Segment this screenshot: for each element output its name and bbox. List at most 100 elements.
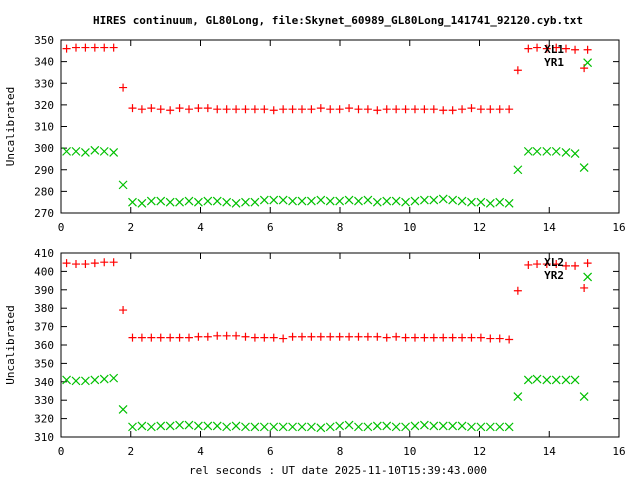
data-point-xl1 — [345, 104, 354, 113]
data-point-xl2 — [542, 260, 551, 269]
data-point-yr1 — [316, 195, 326, 205]
data-point-xl2 — [100, 258, 109, 267]
data-point-xl2 — [429, 333, 438, 342]
data-point-xl1 — [401, 105, 410, 114]
data-point-yr2 — [297, 422, 307, 432]
data-point-yr2 — [476, 422, 486, 432]
data-point-yr2 — [429, 421, 439, 431]
data-point-yr2 — [184, 420, 194, 430]
data-point-xl2 — [250, 333, 259, 342]
data-point-yr1 — [118, 180, 128, 190]
y-tick-label: 370 — [34, 321, 54, 334]
data-point-yr1 — [504, 198, 514, 208]
data-point-xl2 — [147, 333, 156, 342]
y-axis-label: Uncalibrated — [4, 87, 17, 166]
data-point-yr2 — [438, 421, 448, 431]
data-point-xl1 — [513, 66, 522, 75]
y-tick-label: 310 — [34, 121, 54, 134]
data-point-yr2 — [316, 423, 326, 433]
y-tick-label: 310 — [34, 431, 54, 444]
data-point-xl1 — [260, 105, 269, 114]
x-tick-label: 14 — [543, 445, 557, 458]
data-point-xl1 — [505, 105, 514, 114]
data-point-yr1 — [146, 196, 156, 206]
data-point-xl2 — [307, 332, 316, 341]
x-tick-label: 16 — [612, 445, 625, 458]
data-point-yr2 — [561, 375, 571, 385]
data-point-xl1 — [81, 43, 90, 52]
data-point-yr1 — [80, 148, 90, 157]
data-point-xl1 — [119, 83, 128, 92]
data-point-xl2 — [580, 283, 589, 292]
data-point-yr1 — [542, 146, 552, 156]
data-point-xl1 — [109, 43, 118, 52]
data-point-xl1 — [71, 43, 80, 52]
data-point-xl1 — [580, 64, 589, 73]
data-point-yr2 — [118, 404, 128, 414]
data-point-yr1 — [372, 197, 382, 207]
data-point-yr2 — [306, 422, 316, 432]
data-point-yr1 — [278, 195, 288, 205]
plot-frame — [60, 252, 620, 438]
data-point-xl1 — [354, 105, 363, 114]
data-point-xl2 — [156, 333, 165, 342]
data-point-yr1 — [222, 197, 232, 207]
data-point-xl2 — [71, 260, 80, 269]
data-point-yr2 — [419, 420, 429, 430]
data-point-xl2 — [505, 335, 514, 344]
y-tick-label: 410 — [34, 247, 54, 260]
data-point-xl2 — [128, 333, 137, 342]
data-point-xl2 — [458, 333, 467, 342]
data-point-xl1 — [137, 105, 146, 114]
y-tick-label: 350 — [34, 357, 54, 370]
data-point-yr1 — [109, 148, 119, 157]
data-point-yr2 — [363, 422, 373, 432]
data-point-yr1 — [90, 145, 100, 155]
data-point-xl2 — [583, 259, 592, 268]
data-point-yr1 — [297, 196, 307, 206]
data-point-yr2 — [222, 422, 232, 432]
data-point-yr2 — [193, 421, 203, 431]
data-point-xl1 — [533, 43, 542, 52]
data-point-yr1 — [71, 146, 81, 156]
data-point-yr2 — [542, 375, 552, 385]
data-point-yr1 — [561, 148, 571, 157]
data-point-yr1 — [401, 197, 410, 207]
data-point-yr2 — [80, 376, 90, 386]
data-point-xl2 — [166, 333, 175, 342]
data-point-xl2 — [184, 333, 193, 342]
data-point-yr2 — [241, 422, 250, 432]
x-tick-label: 16 — [612, 221, 625, 234]
data-point-xl1 — [194, 104, 203, 113]
data-point-yr2 — [99, 374, 109, 384]
data-point-yr1 — [306, 196, 316, 206]
data-point-yr1 — [513, 165, 523, 175]
y-tick-label: 400 — [34, 265, 54, 278]
data-point-yr2 — [250, 422, 260, 432]
data-point-xl2 — [439, 333, 448, 342]
plot-panel-bottom: 310 320 330 340 350 360 370 380 390 400 410 0 2 4 6 8 10… — [4, 247, 626, 458]
data-point-xl2 — [513, 286, 522, 295]
legend-entry-xl2: XL2 — [544, 256, 564, 269]
data-point-yr2 — [382, 421, 392, 431]
data-point-yr2 — [203, 421, 213, 431]
y-tick-label: 380 — [34, 302, 54, 315]
chart-title: HIRES continuum, GL80Long, file:Skynet_6… — [93, 14, 583, 27]
data-point-xl1 — [156, 105, 165, 114]
data-point-xl1 — [316, 104, 325, 113]
data-point-yr1 — [354, 196, 363, 206]
data-point-xl1 — [382, 105, 391, 114]
data-point-yr2 — [551, 375, 561, 385]
x-tick-label: 12 — [473, 445, 486, 458]
data-point-xl2 — [119, 306, 128, 315]
data-point-yr2 — [90, 375, 100, 385]
data-point-xl2 — [486, 334, 495, 343]
data-point-yr1 — [495, 197, 505, 207]
data-point-xl2 — [90, 259, 99, 268]
data-point-xl1 — [486, 105, 495, 114]
data-point-yr2 — [156, 421, 166, 431]
data-point-yr2 — [504, 422, 514, 432]
data-point-yr1 — [438, 194, 448, 204]
x-tick-label: 6 — [267, 445, 274, 458]
